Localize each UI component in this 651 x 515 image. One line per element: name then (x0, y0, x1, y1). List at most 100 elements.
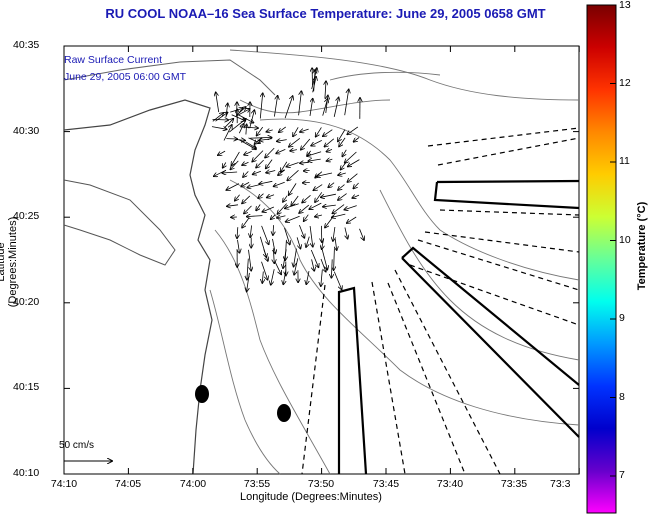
current-vector (259, 181, 273, 184)
current-vector (332, 204, 345, 214)
current-vector (306, 236, 310, 248)
current-vector (247, 258, 248, 280)
colorbar-tick-label: 12 (619, 77, 631, 89)
current-vector (267, 195, 275, 198)
current-vector (333, 226, 335, 241)
x-tick-label: 73:35 (500, 478, 528, 490)
current-vector (244, 151, 252, 155)
current-vector (257, 126, 264, 136)
current-vector (281, 161, 288, 172)
current-vector (352, 195, 360, 198)
current-vector (227, 205, 239, 207)
current-vector (271, 269, 275, 285)
contours (209, 49, 580, 475)
current-vector (286, 162, 299, 167)
current-vector (277, 140, 287, 142)
current-vector (262, 271, 263, 284)
current-vector (335, 238, 337, 250)
current-vector (347, 126, 359, 134)
current-vector (236, 107, 246, 116)
current-vector (338, 193, 347, 201)
current-vector (261, 225, 269, 245)
current-vector (347, 216, 357, 223)
current-vector (313, 184, 323, 191)
current-vector (334, 248, 335, 271)
current-vector (321, 248, 327, 270)
colorbar-ticks (610, 4, 616, 477)
current-vector (256, 159, 264, 168)
colorbar-label: Temperature (°C) (636, 201, 648, 291)
colorbar-tick-label: 13 (619, 0, 631, 11)
current-vector (216, 92, 220, 113)
radar-site-marker (195, 385, 209, 403)
y-tick-label: 40:30 (13, 125, 40, 137)
current-vector (223, 125, 232, 141)
coastline (63, 99, 213, 475)
x-tick-label: 73:55 (243, 478, 271, 490)
map-title: RU COOL NOAA–16 Sea Surface Temperature:… (105, 6, 546, 21)
current-vector (300, 129, 309, 132)
current-vector (263, 249, 268, 261)
current-vector (247, 216, 263, 217)
colorbar-tick-label: 7 (619, 469, 625, 481)
current-vector (230, 160, 239, 170)
current-vector (242, 162, 249, 165)
current-vector (273, 248, 274, 263)
current-vector (341, 162, 347, 169)
x-tick-label: 74:10 (50, 478, 78, 490)
y-tick-label: 40:35 (13, 39, 40, 51)
current-vector (301, 138, 311, 150)
radar-footprints (337, 179, 580, 475)
current-vector (327, 159, 333, 161)
x-axis-label: Longitude (Degrees:Minutes) (240, 491, 382, 503)
current-vector (256, 204, 261, 211)
y-tick-label: 40:20 (13, 296, 40, 308)
current-vector (332, 213, 346, 217)
current-vector (253, 171, 262, 174)
current-vector (345, 151, 357, 163)
current-vector (218, 150, 226, 155)
current-vector (315, 215, 322, 217)
current-vector (238, 139, 256, 150)
current-vector (325, 215, 334, 228)
axis-ticks (63, 45, 580, 475)
inner-shore (63, 59, 276, 96)
colorbar-tick-label: 9 (619, 312, 625, 324)
current-vector (312, 259, 315, 271)
y-tick-label: 40:15 (13, 381, 40, 393)
current-vector (242, 195, 251, 204)
current-vector (331, 259, 332, 278)
current-vector (250, 225, 251, 237)
current-vector (338, 184, 345, 190)
current-vector (311, 140, 322, 145)
colorbar-tick-label: 10 (619, 234, 631, 246)
current-vector (265, 147, 275, 158)
current-vector (307, 151, 322, 156)
current-vector (294, 258, 299, 275)
current-vector (359, 228, 365, 240)
current-vector (238, 239, 240, 253)
current-vector (306, 271, 309, 284)
current-vector (302, 194, 311, 202)
current-vector (237, 227, 238, 238)
colorbar (586, 4, 617, 514)
current-vector (333, 271, 341, 290)
current-vector (229, 119, 246, 133)
current-vector (285, 203, 299, 209)
current-vector (276, 149, 286, 153)
current-vector (294, 248, 297, 267)
current-vector (258, 193, 264, 199)
current-vector (298, 91, 302, 116)
current-vector (289, 137, 301, 147)
current-vector (338, 173, 346, 175)
current-vector (284, 227, 290, 245)
colorbar-tick-label: 8 (619, 391, 625, 403)
current-vector (353, 182, 359, 189)
current-vector (211, 126, 227, 130)
current-vector (333, 97, 338, 117)
current-vector (317, 172, 333, 176)
current-vector (339, 137, 346, 147)
current-vector (259, 93, 262, 119)
x-tick-label: 73:40 (436, 478, 464, 490)
current-vector (299, 204, 310, 213)
